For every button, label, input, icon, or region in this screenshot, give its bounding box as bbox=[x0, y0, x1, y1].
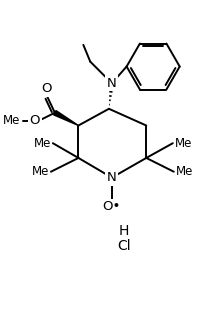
Text: O: O bbox=[30, 114, 40, 127]
Text: N: N bbox=[107, 171, 117, 184]
Text: Cl: Cl bbox=[117, 239, 130, 253]
Text: N: N bbox=[107, 77, 117, 90]
Polygon shape bbox=[54, 111, 79, 126]
Text: Me: Me bbox=[32, 165, 49, 178]
Text: Me: Me bbox=[176, 165, 193, 178]
Text: Me: Me bbox=[3, 114, 20, 127]
Text: H: H bbox=[119, 224, 129, 238]
Text: O•: O• bbox=[103, 200, 121, 213]
Text: Me: Me bbox=[175, 137, 192, 150]
Text: O: O bbox=[42, 82, 52, 95]
Text: Me: Me bbox=[33, 137, 51, 150]
